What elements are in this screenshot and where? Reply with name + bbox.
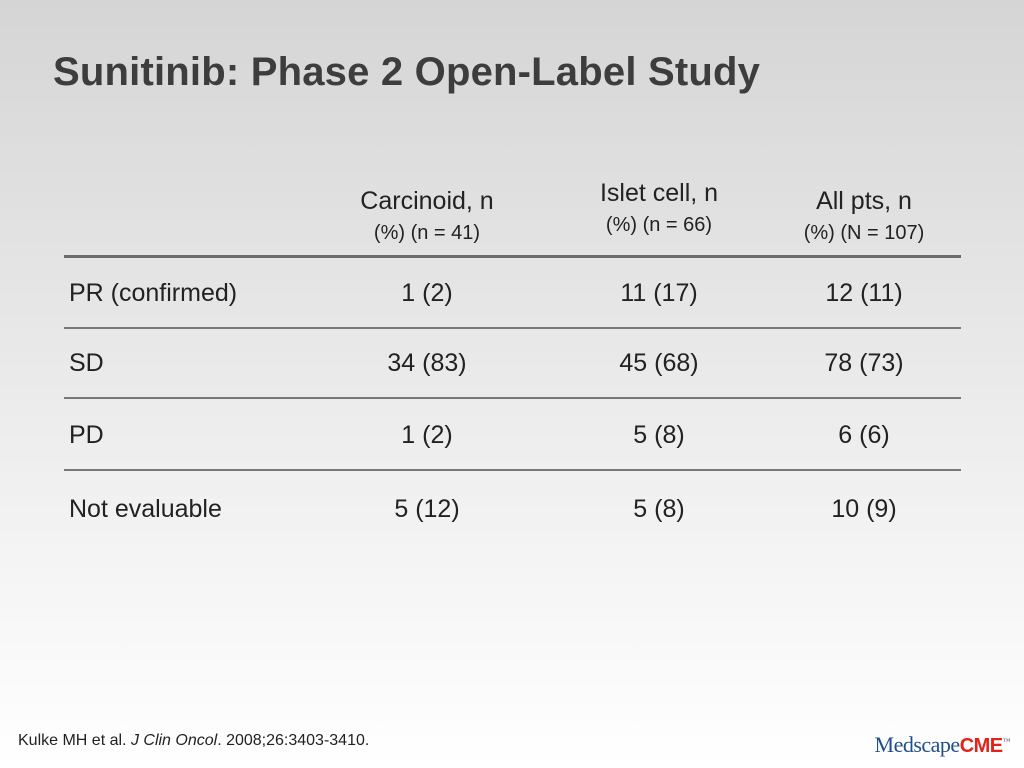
table-cell: 5 (12)	[394, 495, 460, 523]
column-header-sub: (%) (n = 41)	[373, 222, 481, 244]
table-cell: 10 (9)	[831, 495, 897, 523]
table-row: PR (confirmed) 1 (2) 11 (17) 12 (11)	[64, 258, 961, 329]
column-header-islet-cell: Islet cell, n (%) (n = 66)	[554, 178, 764, 238]
row-label: PR (confirmed)	[69, 279, 238, 307]
table-row: SD 34 (83) 45 (68) 78 (73)	[64, 328, 961, 399]
citation-details: . 2008;26:3403-3410.	[217, 732, 370, 749]
table-cell: 78 (73)	[824, 349, 904, 377]
table-row: Not evaluable 5 (12) 5 (8) 10 (9)	[64, 474, 961, 544]
table-cell: 34 (83)	[387, 349, 467, 377]
medscape-cme-logo: MedscapeCME™	[874, 732, 1011, 758]
table-cell: 5 (8)	[633, 421, 685, 449]
logo-trademark: ™	[1002, 736, 1011, 746]
row-divider	[64, 327, 961, 329]
row-label: Not evaluable	[69, 495, 222, 523]
table-cell: 5 (8)	[633, 495, 685, 523]
column-header-main: Carcinoid, n	[360, 187, 494, 215]
column-header-sub: (%) (N = 107)	[803, 222, 925, 244]
logo-cme: CME	[959, 735, 1003, 757]
row-label: SD	[69, 349, 104, 377]
row-divider	[64, 469, 961, 471]
header-divider	[64, 255, 961, 258]
table-cell: 1 (2)	[401, 421, 453, 449]
table-cell: 1 (2)	[401, 279, 453, 307]
citation-journal: J Clin Oncol	[130, 732, 218, 749]
slide-title: Sunitinib: Phase 2 Open-Label Study	[53, 50, 761, 94]
column-header-sub: (%) (n = 66)	[605, 214, 713, 236]
table-cell: 11 (17)	[620, 279, 698, 307]
logo-medscape: Medscape	[874, 732, 961, 757]
table-cell: 45 (68)	[619, 349, 699, 377]
column-header-main: All pts, n	[816, 187, 912, 215]
column-header-main: Islet cell, n	[599, 179, 719, 207]
citation-authors: Kulke MH et al.	[18, 732, 131, 749]
row-label: PD	[69, 421, 104, 449]
table-cell: 6 (6)	[838, 421, 890, 449]
citation: Kulke MH et al. J Clin Oncol. 2008;26:34…	[18, 732, 369, 750]
row-divider	[64, 397, 961, 399]
column-header-carcinoid: Carcinoid, n (%) (n = 41)	[322, 186, 532, 246]
column-header-all-pts: All pts, n (%) (N = 107)	[764, 186, 964, 246]
table-cell: 12 (11)	[825, 279, 903, 307]
table-row: PD 1 (2) 5 (8) 6 (6)	[64, 400, 961, 471]
